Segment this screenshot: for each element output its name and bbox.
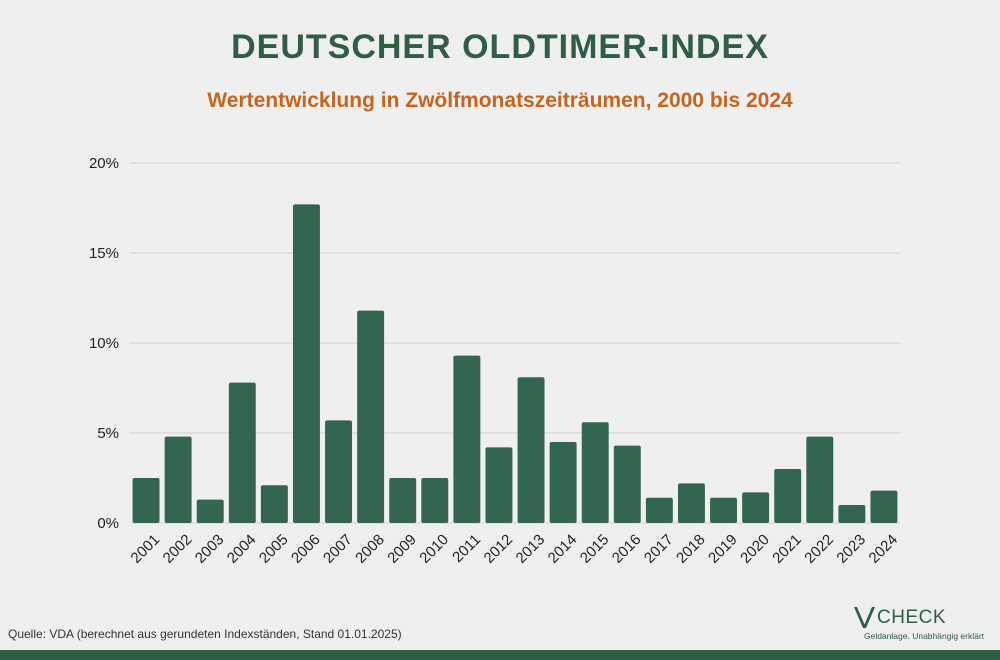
bar-2022 — [806, 436, 834, 523]
grid-lines — [130, 162, 900, 524]
source-note: Quelle: VDA (berechnet aus gerundeten In… — [8, 627, 402, 641]
y-tick-label: 15% — [89, 245, 119, 262]
x-tick-label: 2011 — [449, 531, 484, 566]
chart-subtitle: Wertentwicklung in Zwölfmonatszeiträumen… — [207, 89, 793, 112]
chart-title: DEUTSCHER OLDTIMER-INDEX — [231, 28, 769, 66]
x-tick-label: 2003 — [192, 531, 228, 567]
bar-2016 — [613, 445, 641, 523]
x-tick-label: 2019 — [705, 531, 741, 567]
bar-2002 — [164, 436, 192, 523]
bar-2023 — [838, 505, 866, 523]
x-tick-label: 2017 — [641, 531, 677, 567]
bar-2006 — [292, 204, 320, 523]
x-tick-label: 2001 — [128, 531, 164, 567]
bar-2015 — [581, 422, 609, 523]
y-tick-label: 0% — [97, 515, 119, 532]
x-tick-label: 2021 — [769, 531, 805, 567]
bars — [132, 204, 898, 523]
x-tick-label: 2012 — [481, 531, 517, 567]
vcheck-logo: CHECK Geldanlage. Unabhängig erklärt — [848, 602, 988, 644]
v-logo-icon — [854, 607, 875, 628]
bar-2013 — [517, 377, 545, 523]
y-axis-tick-labels: 0% 5% 10% 15% 20% — [89, 155, 119, 532]
bar-2017 — [645, 497, 673, 523]
bar-2009 — [389, 478, 417, 523]
x-axis-category-labels: 2001200220032004200520062007200820092010… — [128, 531, 902, 567]
x-tick-label: 2024 — [866, 531, 902, 567]
bar-2018 — [677, 483, 705, 523]
x-tick-label: 2010 — [416, 531, 452, 567]
x-tick-label: 2006 — [288, 531, 324, 567]
bar-2003 — [196, 499, 224, 523]
bar-2008 — [357, 310, 385, 523]
x-tick-label: 2002 — [160, 531, 196, 567]
y-tick-label: 5% — [97, 425, 119, 442]
bar-2005 — [260, 485, 288, 523]
bottom-accent-bar — [0, 650, 1000, 660]
x-tick-label: 2022 — [801, 531, 837, 567]
x-tick-label: 2013 — [513, 531, 549, 567]
y-tick-label: 20% — [89, 155, 119, 172]
x-tick-label: 2014 — [545, 531, 581, 567]
bar-2010 — [421, 478, 449, 523]
bar-2020 — [742, 492, 770, 523]
x-tick-label: 2018 — [673, 531, 709, 567]
x-tick-label: 2023 — [833, 531, 869, 567]
bar-2012 — [485, 447, 513, 523]
x-tick-label: 2015 — [577, 531, 613, 567]
bar-2019 — [710, 497, 738, 523]
bar-2007 — [325, 420, 353, 523]
logo-text: CHECK — [877, 607, 947, 628]
x-tick-label: 2007 — [320, 531, 356, 567]
bar-2001 — [132, 478, 160, 523]
x-tick-label: 2004 — [224, 531, 260, 567]
bar-2021 — [774, 469, 802, 523]
bar-2004 — [228, 382, 256, 523]
bar-2024 — [870, 490, 898, 523]
logo-tagline: Geldanlage. Unabhängig erklärt — [864, 631, 985, 641]
x-tick-label: 2020 — [737, 531, 773, 567]
bar-2014 — [549, 442, 577, 523]
x-tick-label: 2008 — [352, 531, 388, 567]
x-tick-label: 2009 — [384, 531, 420, 567]
x-tick-label: 2005 — [256, 531, 292, 567]
y-tick-label: 10% — [89, 335, 119, 352]
bar-2011 — [453, 355, 481, 523]
x-tick-label: 2016 — [609, 531, 645, 567]
